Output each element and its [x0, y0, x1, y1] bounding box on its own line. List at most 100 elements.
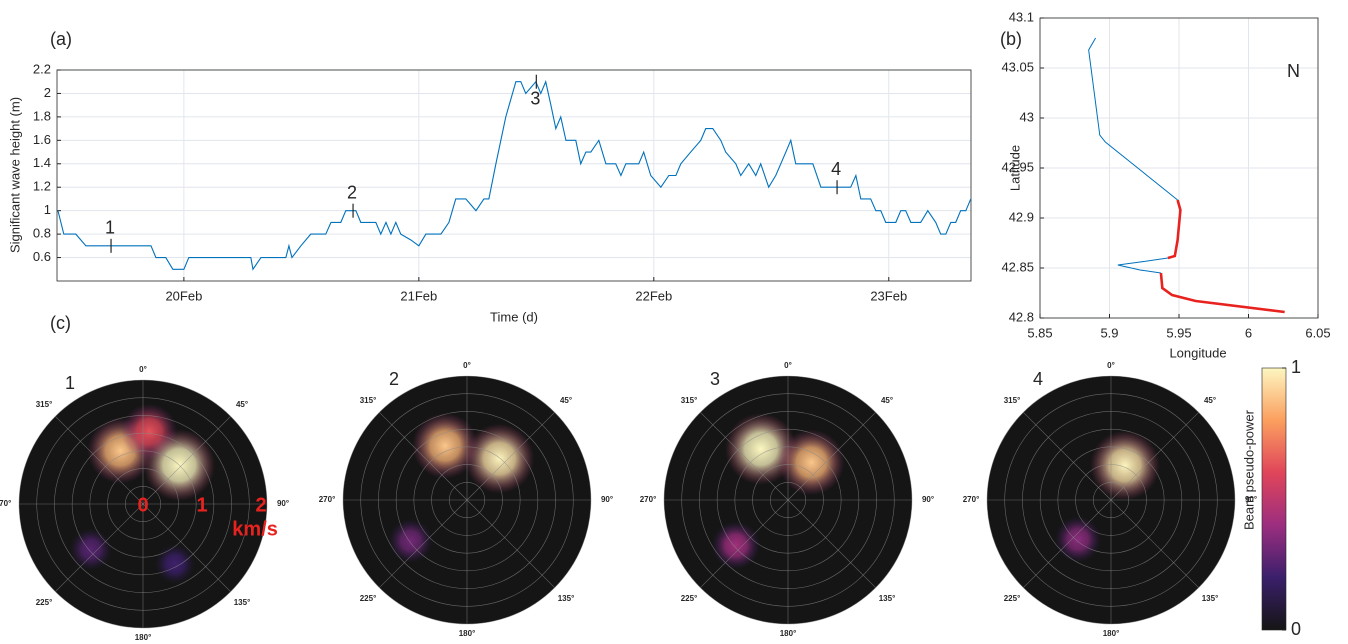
spoke: [700, 499, 789, 588]
spoke: [379, 412, 468, 501]
y-tick-label: 42.95: [1001, 159, 1034, 174]
angle-label: 45°: [236, 400, 248, 409]
power-blob: [464, 423, 535, 494]
plot-frame: [1039, 17, 1319, 319]
range-label: 0: [137, 494, 148, 516]
event-label: 3: [530, 88, 540, 108]
x-tick-label: 20Feb: [165, 288, 202, 303]
angle-label: 135°: [1202, 594, 1219, 603]
panel-label: (c): [50, 313, 71, 333]
power-blob: [154, 543, 195, 584]
data-line: [1167, 199, 1182, 260]
event-label: 1: [105, 218, 115, 238]
angle-label: 90°: [277, 499, 289, 508]
x-tick-label: 5.95: [1166, 325, 1191, 340]
spoke: [55, 416, 144, 505]
colorbar-tick-label: 1: [1291, 357, 1301, 377]
angle-label: 135°: [558, 594, 575, 603]
angle-label: 90°: [601, 495, 613, 504]
blob-layer: [711, 412, 845, 570]
y-tick-label: 42.9: [1009, 209, 1034, 224]
x-axis-label: Time (d): [490, 309, 538, 324]
angle-label: 45°: [560, 396, 572, 405]
y-tick-label: 1.4: [33, 155, 51, 170]
blob-layer: [388, 412, 535, 563]
panel-label: (a): [50, 29, 72, 49]
angle-label: 90°: [922, 495, 934, 504]
spoke: [466, 499, 555, 588]
power-blob: [778, 429, 845, 496]
data-line: [1117, 257, 1168, 274]
power-blob: [69, 528, 112, 571]
angle-label: 180°: [1103, 629, 1120, 638]
power-blob: [1089, 430, 1160, 501]
north-label: N: [1287, 61, 1300, 81]
range-label: 2: [256, 494, 267, 516]
x-tick-label: 21Feb: [400, 288, 437, 303]
range-unit: km/s: [232, 518, 278, 540]
panel-number: 1: [65, 373, 75, 393]
angle-label: 180°: [780, 629, 797, 638]
y-tick-label: 1.8: [33, 108, 51, 123]
power-blob: [711, 521, 760, 570]
spoke: [142, 416, 231, 505]
angle-label: 180°: [135, 633, 152, 642]
angle-label: 270°: [319, 495, 336, 504]
spoke: [1110, 499, 1199, 588]
y-tick-label: 43: [1020, 109, 1034, 124]
x-tick-label: 5.9: [1100, 325, 1118, 340]
y-axis-label: Latitude: [1007, 145, 1022, 191]
data-line: [1159, 272, 1285, 314]
angle-label: 45°: [1204, 396, 1216, 405]
y-tick-label: 0.6: [33, 249, 51, 264]
plot-frame: [56, 69, 972, 282]
spoke: [787, 412, 876, 501]
spoke: [142, 503, 231, 592]
angle-label: 225°: [1004, 594, 1021, 603]
angle-label: 135°: [234, 598, 251, 607]
spoke: [1023, 499, 1112, 588]
angle-label: 45°: [881, 396, 893, 405]
event-label: 2: [347, 182, 357, 202]
y-tick-label: 2.2: [33, 61, 51, 76]
y-tick-label: 1.6: [33, 132, 51, 147]
y-tick-label: 2: [44, 85, 51, 100]
panel-number: 2: [389, 369, 399, 389]
x-tick-label: 6.05: [1305, 325, 1330, 340]
y-axis-label: Significant wave height (m): [7, 97, 22, 253]
y-tick-label: 43.1: [1009, 9, 1034, 24]
panel-number: 3: [710, 369, 720, 389]
angle-label: 0°: [784, 361, 792, 370]
x-tick-label: 6: [1245, 325, 1252, 340]
y-tick-label: 42.8: [1009, 309, 1034, 324]
y-tick-label: 42.85: [1001, 259, 1034, 274]
x-tick-label: 22Feb: [635, 288, 672, 303]
angle-label: 315°: [681, 396, 698, 405]
spoke: [1110, 412, 1199, 501]
spoke: [466, 412, 555, 501]
angle-label: 225°: [360, 594, 377, 603]
x-tick-label: 23Feb: [870, 288, 907, 303]
event-label: 4: [831, 159, 841, 179]
angle-label: 270°: [963, 495, 980, 504]
spoke: [55, 503, 144, 592]
panel-number: 4: [1033, 369, 1043, 389]
angle-label: 270°: [640, 495, 657, 504]
x-tick-label: 5.85: [1027, 325, 1052, 340]
colorbar: [1261, 367, 1287, 631]
angle-label: 0°: [139, 365, 147, 374]
angle-label: 315°: [360, 396, 377, 405]
power-blob: [1054, 516, 1101, 563]
angle-label: 225°: [681, 594, 698, 603]
data-line: [1088, 37, 1178, 201]
angle-label: 135°: [879, 594, 896, 603]
range-label: 1: [196, 494, 207, 516]
y-tick-label: 43.05: [1001, 59, 1034, 74]
data-line: [57, 79, 972, 271]
spoke: [787, 499, 876, 588]
y-tick-label: 1: [44, 202, 51, 217]
spoke: [700, 412, 789, 501]
angle-label: 90°: [1245, 495, 1257, 504]
angle-label: 0°: [463, 361, 471, 370]
